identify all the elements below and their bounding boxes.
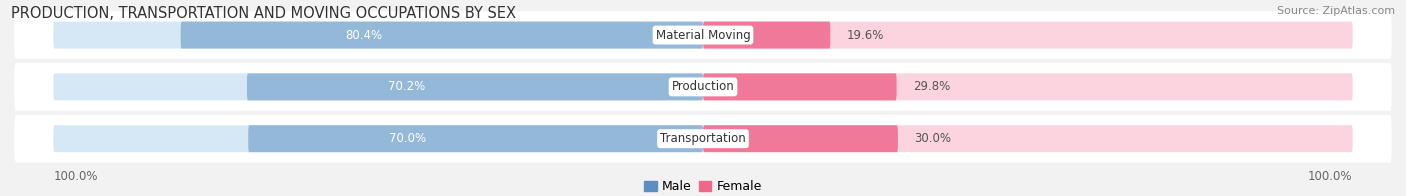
FancyBboxPatch shape xyxy=(181,22,703,49)
FancyBboxPatch shape xyxy=(247,74,703,100)
Text: 29.8%: 29.8% xyxy=(912,80,950,93)
Text: Source: ZipAtlas.com: Source: ZipAtlas.com xyxy=(1277,6,1395,16)
Text: Transportation: Transportation xyxy=(661,132,745,145)
FancyBboxPatch shape xyxy=(703,74,1353,100)
FancyBboxPatch shape xyxy=(53,125,703,152)
FancyBboxPatch shape xyxy=(14,11,1392,59)
FancyBboxPatch shape xyxy=(703,74,897,100)
Text: Production: Production xyxy=(672,80,734,93)
Legend: Male, Female: Male, Female xyxy=(640,175,766,196)
FancyBboxPatch shape xyxy=(703,22,831,49)
Text: PRODUCTION, TRANSPORTATION AND MOVING OCCUPATIONS BY SEX: PRODUCTION, TRANSPORTATION AND MOVING OC… xyxy=(11,6,516,21)
FancyBboxPatch shape xyxy=(703,125,898,152)
Text: 100.0%: 100.0% xyxy=(1308,170,1353,182)
Text: 80.4%: 80.4% xyxy=(344,29,382,42)
Text: 70.2%: 70.2% xyxy=(388,80,425,93)
Text: Material Moving: Material Moving xyxy=(655,29,751,42)
FancyBboxPatch shape xyxy=(53,74,703,100)
FancyBboxPatch shape xyxy=(703,22,1353,49)
FancyBboxPatch shape xyxy=(703,125,1353,152)
FancyBboxPatch shape xyxy=(53,22,703,49)
Text: 19.6%: 19.6% xyxy=(846,29,884,42)
FancyBboxPatch shape xyxy=(14,115,1392,162)
FancyBboxPatch shape xyxy=(249,125,703,152)
FancyBboxPatch shape xyxy=(14,63,1392,111)
Text: 30.0%: 30.0% xyxy=(914,132,950,145)
Text: 100.0%: 100.0% xyxy=(53,170,98,182)
Text: 70.0%: 70.0% xyxy=(389,132,426,145)
